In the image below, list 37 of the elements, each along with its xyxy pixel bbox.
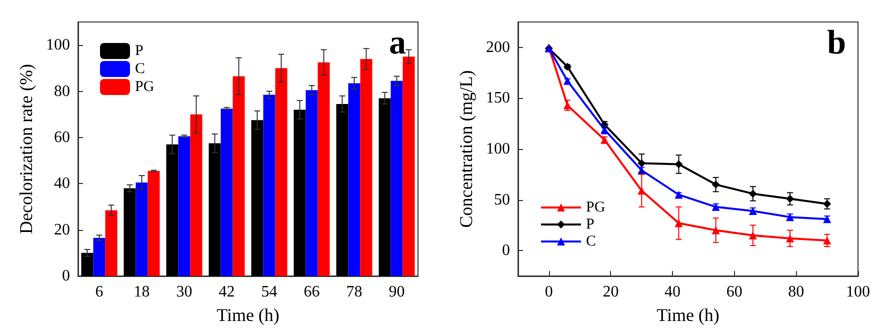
x-tick-label: 100 xyxy=(846,284,870,300)
y-tick-label: 0 xyxy=(502,242,510,260)
annotation: b xyxy=(827,24,846,62)
x-tick-label: 6 xyxy=(95,284,104,300)
x-tick-label: 18 xyxy=(134,284,150,300)
x-tick-label: 66 xyxy=(304,284,320,300)
x-tick-label: 30 xyxy=(176,284,192,300)
x-tick-label: 90 xyxy=(388,284,405,300)
x-tick-label: 60 xyxy=(726,284,742,300)
x-tick-label: 40 xyxy=(664,284,681,300)
x-tick-label: 80 xyxy=(788,284,804,300)
legend-label: C xyxy=(135,61,146,77)
x-axis-title: Time (h) xyxy=(656,305,720,325)
x-tick-label: 42 xyxy=(218,284,235,300)
y-tick-label: 0 xyxy=(62,268,70,284)
y-tick-label: 80 xyxy=(54,82,70,100)
y-tick-label: 150 xyxy=(486,90,510,107)
y-tick-label: 20 xyxy=(54,221,70,238)
y-tick-label: 100 xyxy=(486,140,510,158)
x-tick-label: 54 xyxy=(261,284,278,300)
annotation: a xyxy=(389,24,406,62)
legend-label: PG xyxy=(586,200,606,216)
legend-label: P xyxy=(135,43,144,59)
y-axis-title: Decolorization rate (%) xyxy=(16,64,36,234)
y-tick-label: 60 xyxy=(54,128,70,146)
y-tick-label: 100 xyxy=(46,36,70,54)
y-tick-label: 200 xyxy=(486,38,510,56)
legend-label: C xyxy=(586,234,596,250)
x-tick-label: 0 xyxy=(544,284,553,300)
y-tick-label: 50 xyxy=(494,191,510,208)
legend-label: PG xyxy=(135,79,154,95)
x-axis-title: Time (h) xyxy=(216,305,280,325)
y-axis-title: Concentration (mg/L) xyxy=(456,70,476,228)
y-tick-label: 40 xyxy=(54,175,70,192)
x-tick-label: 20 xyxy=(602,284,619,300)
legend-label: P xyxy=(586,216,594,232)
x-tick-label: 78 xyxy=(346,284,362,300)
